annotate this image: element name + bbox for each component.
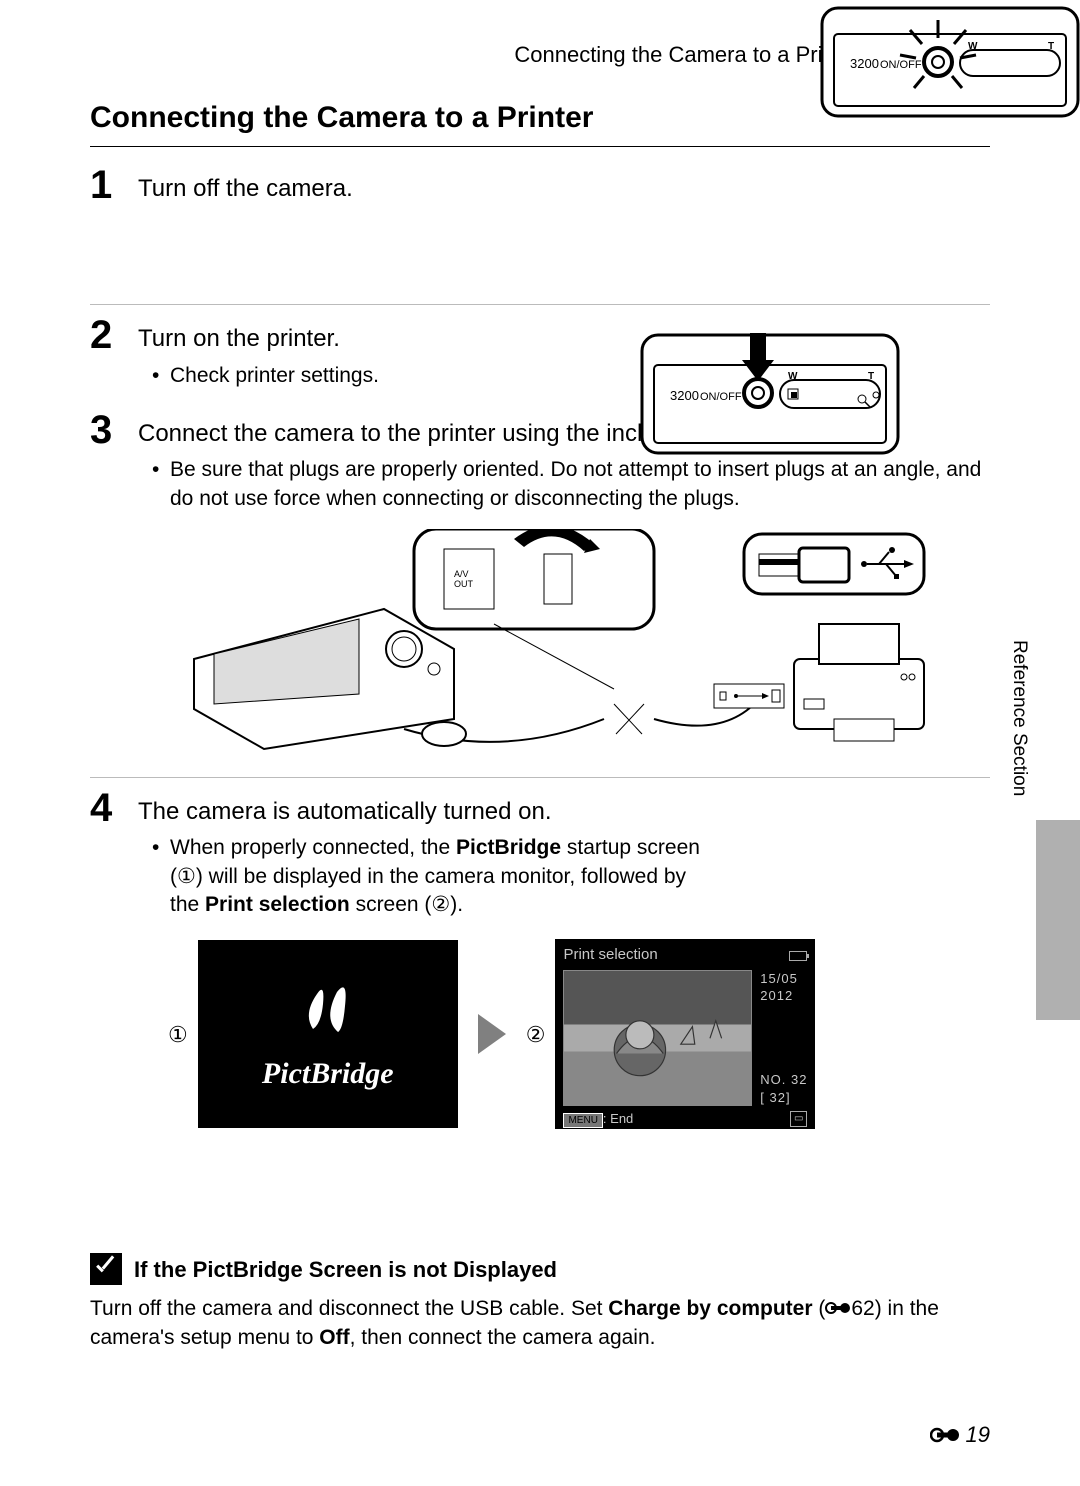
step-number: 4	[90, 788, 138, 828]
step-number: 2	[90, 315, 138, 355]
circled-2: ②	[526, 1020, 546, 1050]
pictbridge-label: PictBridge	[262, 1054, 394, 1095]
step-number: 1	[90, 165, 138, 205]
svg-text:W: W	[968, 41, 978, 52]
check-icon	[90, 1253, 122, 1285]
usb-connection-illustration: A/V OUT	[184, 529, 944, 759]
side-tab	[1036, 820, 1080, 1020]
pictbridge-screen: PictBridge	[198, 940, 458, 1128]
print-selection-screen: Print selection	[555, 939, 815, 1129]
arrow-right-icon	[478, 1014, 506, 1054]
svg-text:3200: 3200	[850, 56, 879, 71]
camera-off-illustration: 3200 ON/OFF W T	[640, 325, 900, 455]
svg-text:3200: 3200	[670, 388, 699, 403]
svg-text:ON/OFF: ON/OFF	[700, 391, 742, 403]
step-3: 3 Connect the camera to the printer usin…	[90, 410, 990, 778]
step-bullet: Be sure that plugs are properly oriented…	[156, 456, 990, 513]
side-label: Reference Section	[1006, 640, 1032, 796]
manual-page: Connecting the Camera to a Printer (Dire…	[0, 0, 1080, 1392]
battery-icon	[789, 951, 807, 961]
step-4: 4 The camera is automatically turned on.…	[90, 788, 990, 1143]
screens-row: ① PictBridge ② Print selection	[168, 939, 990, 1129]
camera-on-illustration: 3200 ON/OFF W T	[820, 0, 1080, 120]
step-1: 1 Turn off the camera. 3200 ON/OFF W T	[90, 165, 990, 305]
step-title: The camera is automatically turned on.	[138, 796, 720, 828]
step-title: Turn off the camera.	[138, 173, 990, 205]
circled-1: ①	[168, 1020, 188, 1050]
print-sel-title: Print selection	[563, 945, 657, 965]
step-bullet: Check printer settings.	[156, 362, 990, 390]
note-text: Turn off the camera and disconnect the U…	[90, 1295, 990, 1352]
link-icon	[825, 1301, 851, 1315]
svg-text:A/V: A/V	[454, 569, 469, 579]
screen-side-info: 15/05 2012 NO. 32 [ 32]	[760, 970, 807, 1107]
ok-icon: ▭	[790, 1111, 807, 1127]
svg-text:T: T	[1048, 41, 1054, 52]
note-heading: If the PictBridge Screen is not Displaye…	[134, 1255, 557, 1285]
svg-text:OUT: OUT	[454, 579, 474, 589]
link-icon	[930, 1427, 960, 1443]
page-number: 19	[930, 1420, 990, 1450]
step-number: 3	[90, 410, 138, 450]
step-bullet: When properly connected, the PictBridge …	[156, 834, 720, 919]
svg-text:ON/OFF: ON/OFF	[880, 59, 922, 71]
note-section: If the PictBridge Screen is not Displaye…	[90, 1253, 990, 1352]
thumbnail	[563, 970, 752, 1107]
pictbridge-icon	[293, 974, 363, 1044]
